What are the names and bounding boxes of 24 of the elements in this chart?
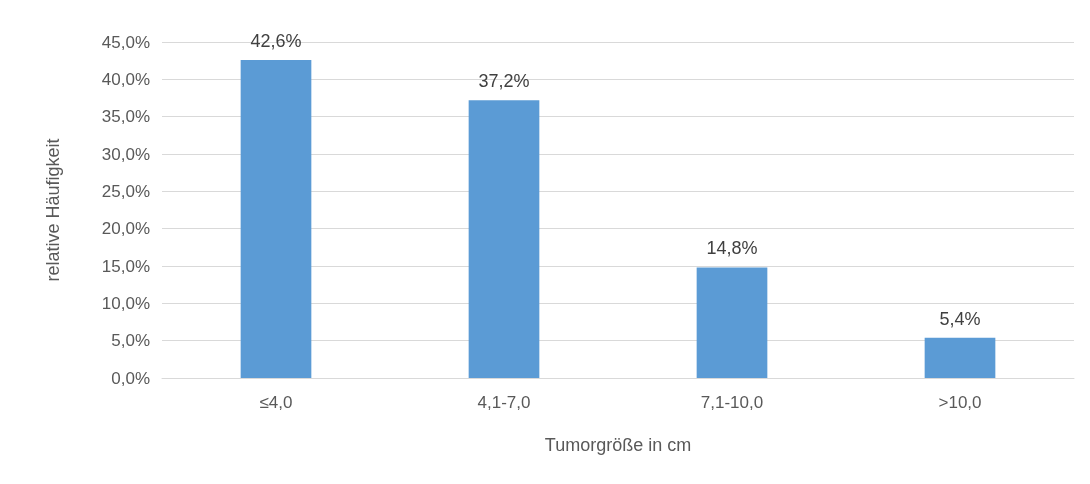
data-label: 42,6%	[250, 30, 302, 51]
bar	[924, 337, 996, 378]
bar	[240, 59, 312, 378]
y-tick-label: 20,0%	[101, 219, 150, 239]
x-tick-label: >10,0	[938, 393, 982, 412]
x-tick-label: ≤4,0	[259, 393, 293, 412]
y-tick-label: 45,0%	[101, 32, 150, 52]
y-tick-label: 15,0%	[101, 256, 150, 276]
y-tick-label: 5,0%	[111, 331, 150, 351]
y-axis-title: relative Häufigkeit	[43, 138, 63, 282]
y-tick-label: 10,0%	[101, 293, 150, 313]
data-label: 37,2%	[478, 71, 530, 92]
data-label: 14,8%	[706, 238, 758, 259]
data-label: 5,4%	[939, 308, 981, 329]
y-tick-label: 35,0%	[101, 107, 150, 127]
y-tick-label: 30,0%	[101, 144, 150, 164]
x-tick-label: 7,1-10,0	[700, 393, 764, 412]
y-tick-label: 40,0%	[101, 69, 150, 89]
x-axis-title: Tumorgröße in cm	[544, 435, 692, 455]
y-tick-label: 25,0%	[101, 181, 150, 201]
x-tick-label: 4,1-7,0	[477, 393, 531, 412]
y-tick-label: 0,0%	[111, 368, 150, 388]
bar	[468, 100, 540, 378]
bar	[696, 267, 768, 378]
